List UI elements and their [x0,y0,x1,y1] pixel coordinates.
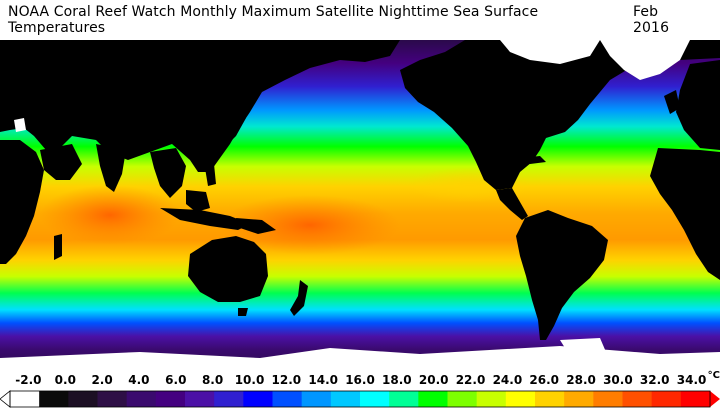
colorbar-tick-label: 14.0 [308,373,338,387]
colorbar-tick-label: 24.0 [492,373,523,387]
greenland [600,40,690,80]
colorbar-swatch [622,391,653,407]
europe-west [676,60,720,150]
map-title: NOAA Coral Reef Watch Monthly Maximum Sa… [8,4,539,36]
colorbar-tick-label: 12.0 [271,373,302,387]
colorbar-swatch [535,391,565,407]
colorbar-ticks: -2.0 0.0 2.0 4.0 6.0 8.0 10.0 12.0 14.0 16.0 18.0 2… [0,370,720,388]
colorbar-swatch [301,391,332,407]
colorbar-tick-label: 30.0 [603,373,633,387]
europe-asia [0,40,400,172]
colorbar-swatch [389,391,419,407]
west-pacific-warm-pool [220,195,400,255]
tasmania [238,308,248,316]
colorbar-swatch [126,391,157,407]
colorbar-swatch [185,391,215,407]
colorbar-tick-label: 32.0 [639,373,670,387]
title-bar: NOAA Coral Reef Watch Monthly Maximum Sa… [0,0,720,40]
colorbar-tick-label: 16.0 [345,373,375,387]
colorbar-swatch [330,391,361,407]
north-america [400,40,720,190]
colorbar-swatch [593,391,624,407]
colorbar-tick-label: 4.0 [128,373,150,387]
colorbar-swatch [680,391,711,407]
south-america [516,210,608,340]
map-date: Feb 2016 [633,4,670,36]
colorbar-swatch [447,391,478,407]
colorbar-tick-label: 18.0 [381,373,412,387]
colorbar-swatch [505,391,536,407]
new-zealand [290,280,308,316]
central-america [496,188,528,220]
colorbar-unit: °C [707,370,720,381]
colorbar-swatch [39,391,69,407]
colorbar-outline [9,390,711,408]
sea-ice-and-gaps [0,40,720,373]
antarctic-ice-patch [560,338,606,356]
japan [220,110,246,146]
colorbar-swatch [97,391,128,407]
colorbar-swatch [360,391,390,407]
colorbar-swatch [418,391,449,407]
australia [188,236,268,302]
colorbar [0,390,720,408]
arabia [40,144,82,180]
colorbar-tick-label: 8.0 [201,373,224,387]
caspian-lake [14,118,26,132]
colorbar-swatch [564,391,594,407]
africa [0,140,44,264]
colorbar-tick-label: -2.0 [15,373,42,387]
madagascar [54,234,62,260]
colorbar-swatch [651,391,682,407]
colorbar-max-arrow [710,391,720,407]
arctic-ice-east [500,40,600,64]
uk-iceland [664,90,680,114]
new-guinea [236,218,276,234]
indonesia [160,208,250,230]
colorbar-min-arrow [0,390,11,408]
colorbar-tick-label: 6.0 [165,373,187,387]
southeast-asia [150,148,186,198]
landmasses [0,40,720,340]
colorbar-tick-label: 0.0 [54,373,76,387]
colorbar-tick-label: 26.0 [529,373,559,387]
colorbar-tick-label: 22.0 [455,373,486,387]
colorbar-swatch [155,391,186,407]
colorbar-swatch [68,391,99,407]
borneo [186,190,210,212]
colorbar-swatch [243,391,274,407]
colorbar-swatch [214,391,244,407]
india [96,144,126,192]
indian-ocean-warm-area [40,185,180,245]
colorbar-tick-label: 20.0 [418,373,449,387]
caribbean-islands [520,156,546,164]
colorbar-tick-label: 10.0 [234,373,265,387]
colorbar-tick-label: 28.0 [566,373,596,387]
colorbar-tick-label: 34.0 [676,373,707,387]
philippines [204,162,216,186]
africa-west [650,148,720,280]
sst-map [0,40,720,373]
antarctic-coast [0,346,720,373]
colorbar-tick-label: 2.0 [91,373,113,387]
colorbar-swatch [10,391,40,407]
colorbar-swatch [272,391,303,407]
colorbar-swatch [476,391,507,407]
